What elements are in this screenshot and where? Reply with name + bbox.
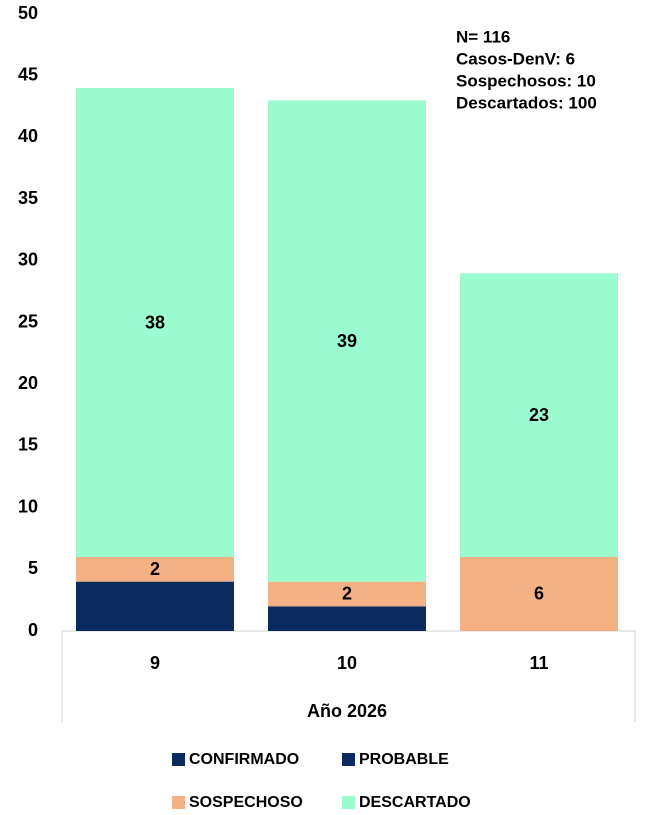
x-tick-label: 9 [150, 653, 160, 673]
legend-label: DESCARTADO [359, 794, 471, 811]
legend-swatch [342, 753, 355, 766]
legend-swatch [172, 796, 185, 809]
legend-swatch [342, 796, 355, 809]
data-label: 2 [342, 584, 352, 604]
y-tick-label: 50 [18, 3, 38, 23]
y-tick-label: 15 [18, 435, 38, 455]
y-tick-label: 30 [18, 250, 38, 270]
x-axis-label: Año 2026 [307, 701, 387, 721]
annotation: Sospechosos: 10 [456, 71, 596, 90]
legend-label: CONFIRMADO [189, 751, 299, 768]
bar-segment [268, 606, 426, 631]
x-tick-label: 10 [337, 653, 357, 673]
bar-segment [460, 273, 618, 557]
data-label: 6 [534, 584, 544, 604]
legend-label: SOSPECHOSO [189, 794, 303, 811]
annotation: Descartados: 100 [456, 93, 597, 112]
legend-label: PROBABLE [359, 751, 449, 768]
bar-segment [268, 581, 426, 607]
data-label: 39 [337, 331, 357, 351]
data-label: 38 [145, 312, 165, 332]
y-tick-label: 10 [18, 496, 38, 516]
bar-segment [76, 88, 234, 557]
data-label: 23 [529, 405, 549, 425]
annotation: N= 116 [456, 27, 510, 46]
x-tick-label: 11 [529, 653, 548, 673]
annotation: Casos-DenV: 6 [456, 49, 575, 68]
bar-segment [268, 100, 426, 582]
y-tick-label: 5 [28, 558, 38, 578]
legend-swatch [172, 753, 185, 766]
y-tick-label: 45 [18, 64, 38, 84]
data-label: 2 [150, 559, 160, 579]
y-tick-label: 20 [18, 373, 38, 393]
y-tick-label: 35 [18, 188, 38, 208]
y-tick-label: 25 [18, 311, 38, 331]
bar-segment [460, 556, 618, 631]
y-tick-label: 40 [18, 126, 38, 146]
bar-segment [76, 556, 234, 582]
bar-segment [76, 581, 234, 631]
y-tick-label: 0 [28, 620, 38, 640]
